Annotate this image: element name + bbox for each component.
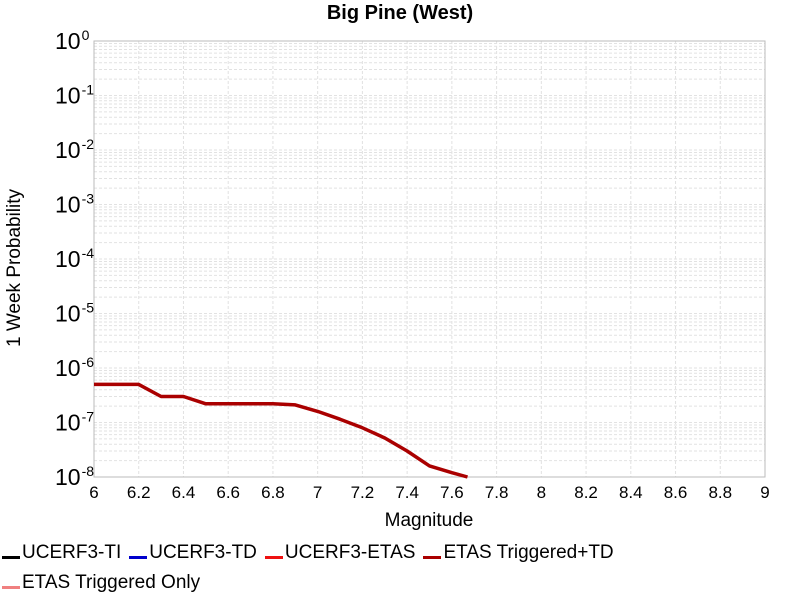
legend-item: ETAS Triggered Only [0,572,200,594]
x-tick-label: 7.8 [485,483,509,502]
chart: Big Pine (West) 6 6.2 6.4 6.6 6.8 7 7.2 7.4 7.6 7… [4,2,770,531]
x-tick-label: 7.4 [395,483,419,502]
y-tick-label: 10-1 [55,82,94,109]
y-tick-label: 10-7 [55,409,94,436]
y-tick-label: 10-2 [55,136,94,163]
x-tick-label: 6.6 [216,483,240,502]
legend-item: UCERF3-TI [0,542,121,564]
y-tick-label: 10-3 [55,191,94,218]
legend-swatch [264,555,283,559]
legend-item: ETAS Triggered+TD [421,542,614,564]
y-tick-label: 10-4 [55,245,94,272]
series-line [94,382,468,479]
legend-swatch [129,555,148,559]
x-tick-label: 9 [760,483,769,502]
y-tick-label: 10-6 [55,354,94,381]
y-tick-labels: 100 10-1 10-2 10-3 10-4 10-5 10-6 10-7 10-8 [55,27,94,490]
legend-label: ETAS Triggered+TD [443,542,614,563]
y-tick-label: 10-5 [55,300,94,327]
legend-swatch [2,555,20,559]
x-tick-label: 8.2 [574,483,598,502]
x-tick-label: 8.4 [619,483,643,502]
y-axis-label: 1 Week Probability [4,188,25,347]
y-tick-label: 10-8 [55,463,94,490]
legend-row: ETAS Triggered Only [0,568,800,598]
legend-label: ETAS Triggered Only [22,572,201,593]
x-tick-label: 6 [89,483,98,502]
x-tick-label: 7.2 [351,483,375,502]
grid [93,41,766,478]
legend-swatch [2,585,20,589]
legend-row: UCERF3-TI UCERF3-TD UCERF3-ETAS ETAS Trigge… [0,538,800,568]
legend: UCERF3-TI UCERF3-TD UCERF3-ETAS ETAS Trigge… [0,538,800,598]
legend-swatch [423,555,442,559]
plot-frame [93,40,766,478]
x-tick-label: 6.4 [172,483,196,502]
x-tick-label: 7.6 [440,483,464,502]
x-tick-label: 6.2 [127,483,151,502]
y-tick-label: 100 [55,27,90,54]
series-lines [94,382,468,479]
x-tick-label: 8 [537,483,546,502]
legend-item: UCERF3-ETAS [263,542,416,564]
x-tick-label: 7 [313,483,322,502]
x-axis-label: Magnitude [385,510,474,531]
x-tick-label: 8.6 [664,483,688,502]
x-tick-label: 6.8 [261,483,285,502]
x-tick-label: 8.8 [708,483,732,502]
legend-label: UCERF3-TD [149,542,257,563]
x-tick-labels: 6 6.2 6.4 6.6 6.8 7 7.2 7.4 7.6 7.8 8 8.2 8.4 8.6 8.8 9 [89,483,769,502]
legend-item: UCERF3-TD [127,542,257,564]
legend-label: UCERF3-TI [22,542,122,563]
legend-label: UCERF3-ETAS [284,542,416,563]
chart-title: Big Pine (West) [327,2,473,24]
